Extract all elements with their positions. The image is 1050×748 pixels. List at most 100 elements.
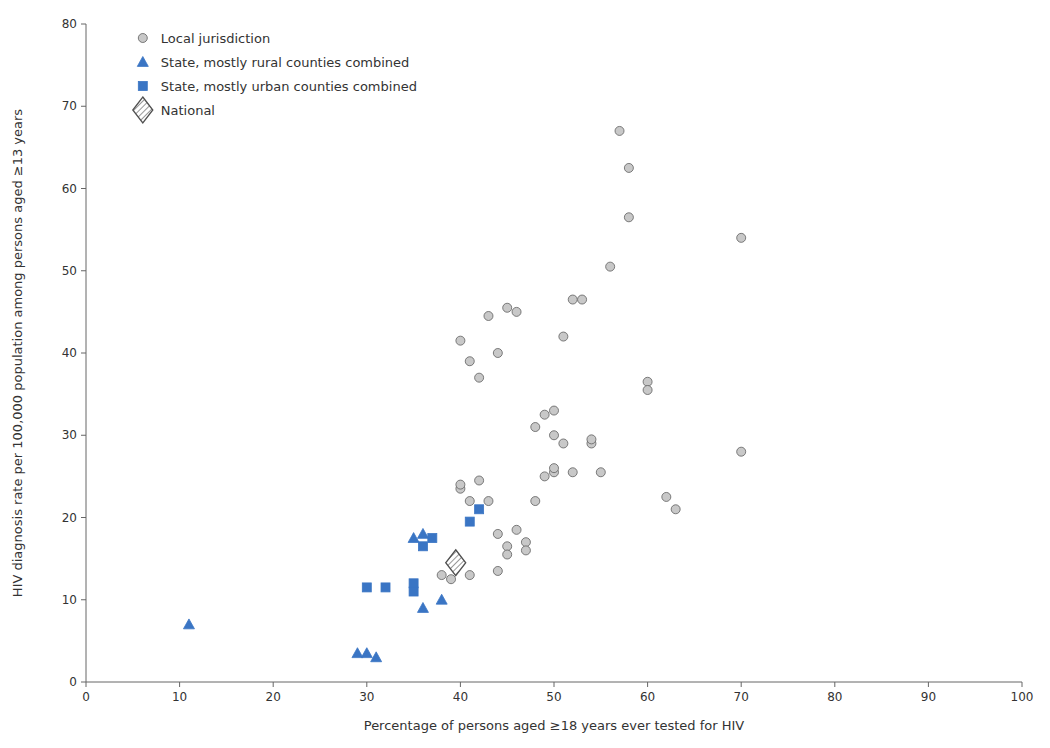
legend-label: State, mostly urban counties combined [161, 79, 417, 94]
point [606, 262, 615, 271]
point [475, 373, 484, 382]
x-tick [273, 682, 274, 687]
legend-symbol [138, 82, 147, 91]
x-tick [647, 682, 648, 687]
y-tick [81, 435, 86, 436]
x-tick [366, 682, 367, 687]
point [417, 602, 428, 612]
point [531, 497, 540, 506]
y-tick-label: 80 [62, 17, 77, 31]
point [352, 648, 363, 658]
y-tick [81, 599, 86, 600]
point [550, 406, 559, 415]
y-tick [81, 353, 86, 354]
point [409, 579, 418, 588]
point [428, 534, 437, 543]
point [371, 652, 382, 662]
point [624, 163, 633, 172]
y-tick [81, 682, 86, 683]
y-tick [81, 24, 86, 25]
axes: 010203040506070809010001020304050607080 [62, 17, 1034, 704]
point [503, 550, 512, 559]
point [484, 497, 493, 506]
point [540, 472, 549, 481]
point [418, 542, 427, 551]
point [456, 480, 465, 489]
point [521, 546, 530, 555]
x-tick [554, 682, 555, 687]
series [362, 505, 483, 596]
x-tick-label: 50 [546, 690, 561, 704]
x-tick-label: 60 [640, 690, 655, 704]
point [409, 587, 418, 596]
legend-label: National [161, 103, 215, 118]
point [550, 431, 559, 440]
y-tick [81, 106, 86, 107]
point [550, 464, 559, 473]
point [475, 476, 484, 485]
point [493, 529, 502, 538]
point [737, 447, 746, 456]
point [465, 497, 474, 506]
point [559, 332, 568, 341]
point [624, 213, 633, 222]
x-axis-label: Percentage of persons aged ≥18 years eve… [364, 718, 745, 733]
legend-symbol [137, 57, 148, 67]
point [531, 423, 540, 432]
point [559, 439, 568, 448]
point [493, 349, 502, 358]
marks [183, 126, 745, 661]
point [475, 505, 484, 514]
point [465, 517, 474, 526]
legend-symbol [138, 34, 147, 43]
point [568, 468, 577, 477]
legend-label: Local jurisdiction [161, 31, 270, 46]
point [671, 505, 680, 514]
point [512, 525, 521, 534]
x-tick [741, 682, 742, 687]
series [183, 528, 447, 661]
point [643, 386, 652, 395]
point [521, 538, 530, 547]
x-tick [834, 682, 835, 687]
point [493, 566, 502, 575]
y-tick-label: 10 [62, 593, 77, 607]
x-tick [460, 682, 461, 687]
point [183, 619, 194, 629]
point [362, 583, 371, 592]
y-tick [81, 270, 86, 271]
x-tick [928, 682, 929, 687]
point [578, 295, 587, 304]
y-tick-label: 60 [62, 182, 77, 196]
point [568, 295, 577, 304]
point [643, 377, 652, 386]
x-tick-label: 100 [1011, 690, 1034, 704]
x-tick [86, 682, 87, 687]
point [361, 648, 372, 658]
point [447, 575, 456, 584]
y-axis-label: HIV diagnosis rate per 100,000 populatio… [10, 109, 25, 598]
point [503, 303, 512, 312]
x-tick-label: 30 [359, 690, 374, 704]
series [437, 126, 746, 583]
point [417, 528, 428, 538]
point [465, 571, 474, 580]
point [596, 468, 605, 477]
point [512, 307, 521, 316]
y-tick-label: 0 [69, 675, 77, 689]
y-tick-label: 40 [62, 346, 77, 360]
point [381, 583, 390, 592]
y-tick [81, 188, 86, 189]
legend: Local jurisdictionState, mostly rural co… [133, 31, 417, 124]
point [540, 410, 549, 419]
series [446, 550, 466, 576]
point [587, 435, 596, 444]
point [484, 311, 493, 320]
x-tick [179, 682, 180, 687]
x-tick [1022, 682, 1023, 687]
chart: 010203040506070809010001020304050607080P… [0, 0, 1050, 748]
point [465, 357, 474, 366]
x-tick-label: 70 [734, 690, 749, 704]
point [456, 336, 465, 345]
y-tick-label: 30 [62, 428, 77, 442]
